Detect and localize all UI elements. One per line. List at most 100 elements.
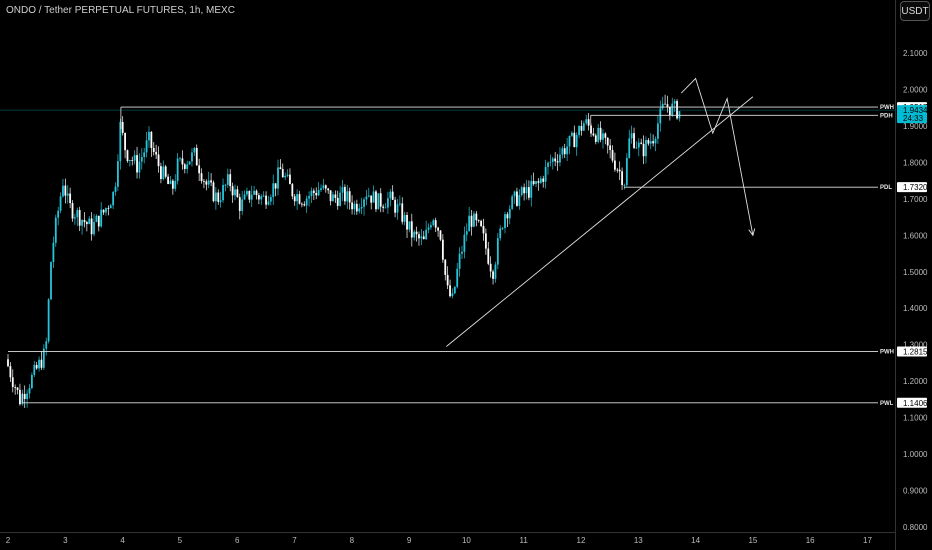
candle-body bbox=[257, 195, 260, 200]
candle-body bbox=[81, 220, 83, 226]
candle-body bbox=[518, 195, 521, 206]
candle-body bbox=[635, 147, 638, 149]
candle-body bbox=[148, 131, 150, 141]
y-tick-label: 1.8000 bbox=[903, 158, 928, 167]
candle-body bbox=[324, 185, 327, 189]
x-tick-label: 7 bbox=[292, 536, 297, 545]
x-tick-label: 11 bbox=[520, 536, 529, 545]
candle-body bbox=[449, 285, 451, 297]
candle-body bbox=[267, 201, 270, 205]
x-tick-label: 13 bbox=[634, 536, 643, 545]
candle-body bbox=[181, 158, 184, 165]
candle-body bbox=[198, 165, 201, 174]
currency-selector-button[interactable]: USDT bbox=[900, 1, 930, 21]
candle-body bbox=[501, 227, 504, 229]
candle-body bbox=[484, 233, 487, 249]
candle-body bbox=[300, 203, 303, 205]
candle-body bbox=[210, 180, 212, 183]
y-tick-label: 1.3000 bbox=[903, 341, 928, 350]
candle-body bbox=[54, 217, 57, 243]
candle-body bbox=[597, 127, 600, 142]
candle-body bbox=[578, 125, 580, 136]
candle-body bbox=[394, 199, 396, 213]
candle-body bbox=[23, 394, 26, 400]
candle-body bbox=[308, 196, 310, 199]
candle-body bbox=[334, 194, 337, 198]
candle-body bbox=[183, 164, 186, 169]
candle-body bbox=[133, 155, 136, 161]
candle-body bbox=[14, 387, 17, 388]
y-tick-label: 1.9000 bbox=[903, 122, 928, 131]
candle-body bbox=[327, 188, 330, 191]
candle-body bbox=[66, 193, 69, 196]
current-price-tag: 1.9434 bbox=[903, 106, 928, 115]
candle-body bbox=[107, 208, 110, 209]
chart-title: ONDO / Tether PERPETUAL FUTURES, 1h, MEX… bbox=[6, 5, 235, 16]
candle-body bbox=[370, 195, 373, 203]
candle-body bbox=[499, 228, 502, 239]
candle-body bbox=[649, 141, 652, 144]
level-price-tag-bg bbox=[897, 346, 927, 357]
x-tick-label: 5 bbox=[178, 536, 183, 545]
candle-body bbox=[284, 175, 287, 178]
candle-body bbox=[291, 184, 294, 197]
candle-body bbox=[616, 169, 619, 171]
candle-body bbox=[145, 140, 148, 153]
candle-body bbox=[83, 220, 86, 223]
candle-body bbox=[195, 148, 198, 166]
candle-body bbox=[520, 187, 523, 196]
level-name: PWH bbox=[880, 105, 894, 111]
candle-body bbox=[234, 189, 236, 196]
candle-body bbox=[391, 191, 394, 200]
candle-body bbox=[121, 121, 124, 134]
candle-body bbox=[26, 393, 29, 400]
candle-body bbox=[16, 387, 19, 390]
candle-body bbox=[289, 174, 291, 185]
candle-body bbox=[169, 180, 172, 185]
candle-body bbox=[310, 190, 313, 197]
candle-body bbox=[582, 123, 585, 131]
candle-body bbox=[664, 103, 666, 105]
y-tick-label: 1.7000 bbox=[903, 195, 928, 204]
candle-body bbox=[279, 167, 282, 170]
projection-arrowhead bbox=[748, 228, 756, 237]
candle-body bbox=[114, 186, 117, 192]
candle-body bbox=[523, 187, 526, 194]
candle-body bbox=[477, 220, 480, 222]
y-tick-label: 1.6000 bbox=[903, 231, 928, 240]
candle-body bbox=[236, 189, 239, 198]
candle-body bbox=[9, 366, 12, 378]
candle-body bbox=[420, 236, 423, 239]
y-tick-label: 0.8000 bbox=[903, 523, 928, 532]
candle-body bbox=[76, 210, 79, 218]
candle-body bbox=[492, 271, 494, 279]
candle-body bbox=[186, 164, 189, 169]
candle-body bbox=[243, 194, 246, 200]
candle-body bbox=[69, 193, 72, 204]
candles-layer bbox=[7, 94, 681, 408]
y-tick-label: 2.0000 bbox=[903, 85, 928, 94]
projection-path bbox=[680, 77, 754, 236]
candle-body bbox=[367, 195, 370, 197]
candle-body bbox=[231, 186, 234, 196]
candle-body bbox=[305, 198, 308, 206]
candle-body bbox=[265, 195, 267, 205]
candle-body bbox=[375, 191, 377, 210]
candle-body bbox=[160, 166, 162, 179]
candle-body bbox=[554, 158, 557, 162]
candle-body bbox=[260, 196, 263, 200]
level-price-tag: 1.2815 bbox=[903, 347, 928, 356]
candle-body bbox=[207, 180, 210, 185]
y-tick-label: 1.2000 bbox=[903, 377, 928, 386]
candle-body bbox=[19, 389, 21, 405]
candle-body bbox=[224, 184, 227, 186]
candle-body bbox=[128, 160, 131, 161]
candle-body bbox=[214, 192, 217, 202]
candle-body bbox=[473, 213, 475, 227]
candle-body bbox=[176, 158, 179, 181]
candle-body bbox=[131, 160, 134, 161]
candle-body bbox=[427, 227, 430, 230]
candle-body bbox=[62, 185, 64, 197]
candle-body bbox=[40, 359, 43, 368]
